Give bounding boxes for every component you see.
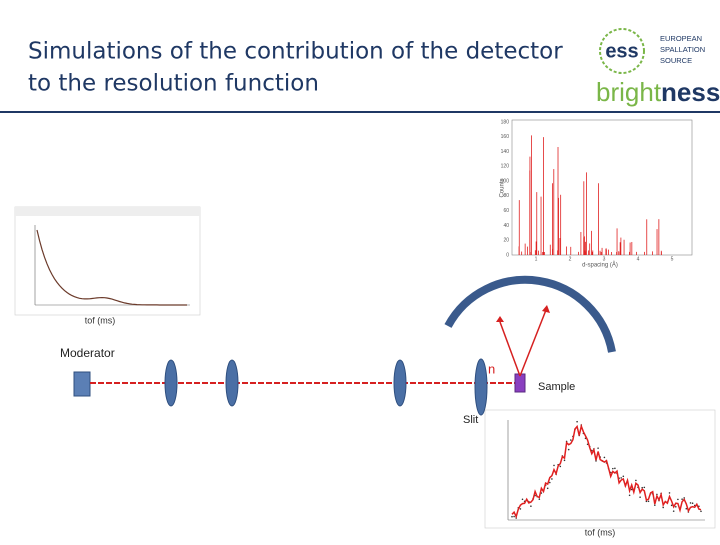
sample-point <box>612 467 614 470</box>
sample-point <box>654 504 656 506</box>
sample-point <box>576 420 578 423</box>
sample-point <box>635 479 637 482</box>
y-tick-label: 140 <box>501 149 510 155</box>
sample-point <box>511 515 513 518</box>
sample-point <box>691 502 694 505</box>
sample-point <box>553 464 555 467</box>
sample-label: Sample <box>538 381 575 393</box>
plot-frame <box>511 119 693 256</box>
x-axis-label: tof (ms) <box>585 527 616 537</box>
y-tick-label: 40 <box>503 223 509 229</box>
sample-point <box>538 498 541 500</box>
lens <box>225 359 239 407</box>
y-tick-label: 20 <box>503 238 509 244</box>
x-tick-label: 1 <box>535 256 538 262</box>
sample-point <box>620 477 622 479</box>
x-axis-label: d-spacing (Å) <box>582 262 618 269</box>
x-tick-label: 3 <box>603 256 606 262</box>
diffraction-plot: Counts d-spacing (Å) 1801601401201008060… <box>500 119 693 269</box>
sample-point <box>630 488 633 491</box>
slit <box>474 358 488 416</box>
y-tick-label: 160 <box>501 134 510 140</box>
sample-point <box>519 508 522 510</box>
sample-point <box>551 478 553 480</box>
sample-point <box>639 496 641 498</box>
moderator-block <box>73 371 91 397</box>
scatter-ray <box>519 309 547 377</box>
sample-point <box>677 498 679 501</box>
logo-name: SPALLATION <box>660 45 705 54</box>
y-tick-label: 100 <box>501 178 510 184</box>
sample-point <box>670 504 673 507</box>
sample-point <box>513 515 515 518</box>
spectrum-curve <box>36 229 187 306</box>
lens <box>393 359 407 407</box>
sample-point <box>643 486 646 489</box>
sample-point <box>603 456 606 459</box>
x-axis-label: tof (ms) <box>85 315 116 325</box>
brand-bold: ness <box>661 77 720 107</box>
y-tick-label: 120 <box>501 164 510 170</box>
detector-plot: tof (ms) <box>484 409 716 537</box>
window-bar <box>15 207 200 216</box>
plot-window <box>14 206 201 316</box>
sample-point <box>700 510 702 513</box>
sample-point <box>546 487 549 490</box>
plot-frame <box>484 409 716 529</box>
sample-point <box>668 492 671 494</box>
sample-point <box>570 439 572 441</box>
sample-point <box>530 505 532 507</box>
y-tick-label: 60 <box>503 208 509 214</box>
sample-point <box>681 498 683 500</box>
sample-point <box>647 500 650 503</box>
y-tick-label: 80 <box>503 193 509 199</box>
sample-point <box>567 448 570 451</box>
moderator-label: Moderator <box>60 346 115 360</box>
logo-name: EUROPEAN <box>660 34 702 43</box>
sample-point <box>559 465 562 468</box>
logo-name: SOURCE <box>660 56 692 65</box>
header <box>0 0 720 112</box>
sample-point <box>628 494 631 497</box>
x-tick-label: 5 <box>671 256 674 262</box>
sample-block <box>514 373 526 393</box>
sample-point <box>689 502 692 504</box>
sample-point <box>685 507 688 510</box>
title: Simulations of the contribution of the d… <box>28 39 563 65</box>
slit-label: Slit <box>463 414 478 426</box>
sample-point <box>683 497 685 499</box>
sample-point <box>597 447 599 449</box>
sample-point <box>521 498 524 501</box>
sample-point <box>622 475 625 478</box>
detector-arc <box>444 275 616 353</box>
x-tick-label: 2 <box>569 256 572 262</box>
spectrum-curve <box>511 423 702 519</box>
sample-point <box>675 505 677 508</box>
x-tick-label: 4 <box>637 256 640 262</box>
neutron-label: n <box>488 361 495 376</box>
lens <box>164 359 178 407</box>
logo-brand: brightness <box>596 77 720 107</box>
logo-ring <box>599 28 645 74</box>
sample-point <box>641 486 643 489</box>
y-tick-label: 0 <box>506 252 509 258</box>
y-tick-label: 180 <box>501 119 510 125</box>
scatter-ray <box>499 321 521 377</box>
sample-point <box>595 460 597 462</box>
title: to the resolution function <box>28 71 319 97</box>
sample-point <box>672 510 675 512</box>
brand-light: bright <box>596 77 662 107</box>
sample-point <box>549 481 551 484</box>
arrowheads <box>496 305 550 322</box>
logo-mark: ess <box>605 40 638 62</box>
sample-point <box>563 459 566 462</box>
y-axis-label: Counts <box>500 178 506 197</box>
sample-point <box>662 506 664 509</box>
sample-point <box>614 467 616 470</box>
moderator-plot: tof (ms) <box>14 206 201 325</box>
